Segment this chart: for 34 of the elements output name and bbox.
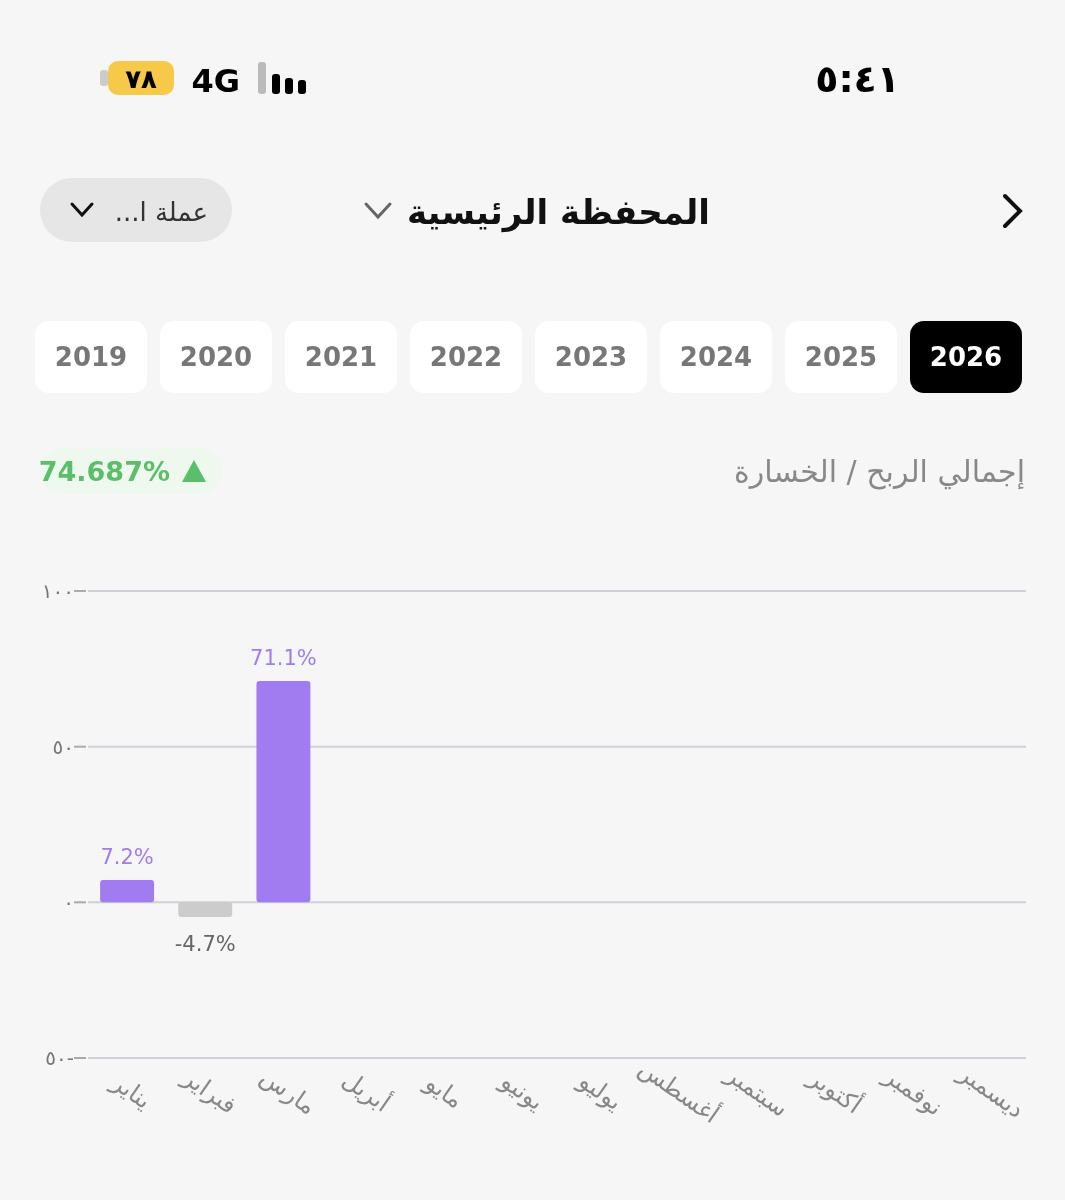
y-tick-label: ٥٠ [52, 734, 74, 759]
text: 4G [191, 62, 240, 100]
x-tick-label: مايو [419, 1068, 469, 1115]
text: 2021 [304, 342, 378, 372]
x-tick-label: يناير [105, 1067, 157, 1115]
text: 2019 [54, 342, 128, 372]
text: 2025 [804, 342, 878, 372]
x-tick-label: ديسمبر [952, 1058, 1030, 1124]
bar [100, 879, 155, 903]
x-tick-label: أكتوبر [802, 1061, 868, 1120]
text: المحفظة الرئيسية [406, 192, 710, 233]
text: 2024 [679, 342, 753, 372]
text: ٥:٤١ [815, 57, 900, 101]
data-label: 71.1% [250, 645, 317, 670]
chart-title: إجمالي الربح / الخسارة [734, 454, 1025, 490]
x-tick-label: فبراير [177, 1062, 242, 1120]
y-tick-label: ٠ [63, 890, 74, 915]
text: ٧٨ [125, 64, 157, 94]
data-label: -4.7% [174, 931, 236, 956]
text: 2023 [554, 342, 628, 372]
text: 2022 [429, 342, 503, 372]
bar [256, 680, 311, 903]
x-tick-label: يوليو [572, 1066, 628, 1117]
y-tick-label: ٥٠- [45, 1046, 74, 1070]
x-tick-label: مارس [254, 1062, 322, 1121]
data-label: 7.2% [100, 844, 154, 869]
x-tick-label: نوفمبر [877, 1060, 948, 1122]
y-tick-label: ١٠٠ [41, 579, 74, 603]
x-tick-label: يونيو [495, 1066, 550, 1116]
x-tick-label: أبريل [337, 1063, 397, 1118]
text: عملة ا... [114, 197, 208, 227]
text: 74.687% [38, 456, 170, 487]
text: 2026 [929, 342, 1003, 372]
text: 2020 [179, 342, 253, 372]
